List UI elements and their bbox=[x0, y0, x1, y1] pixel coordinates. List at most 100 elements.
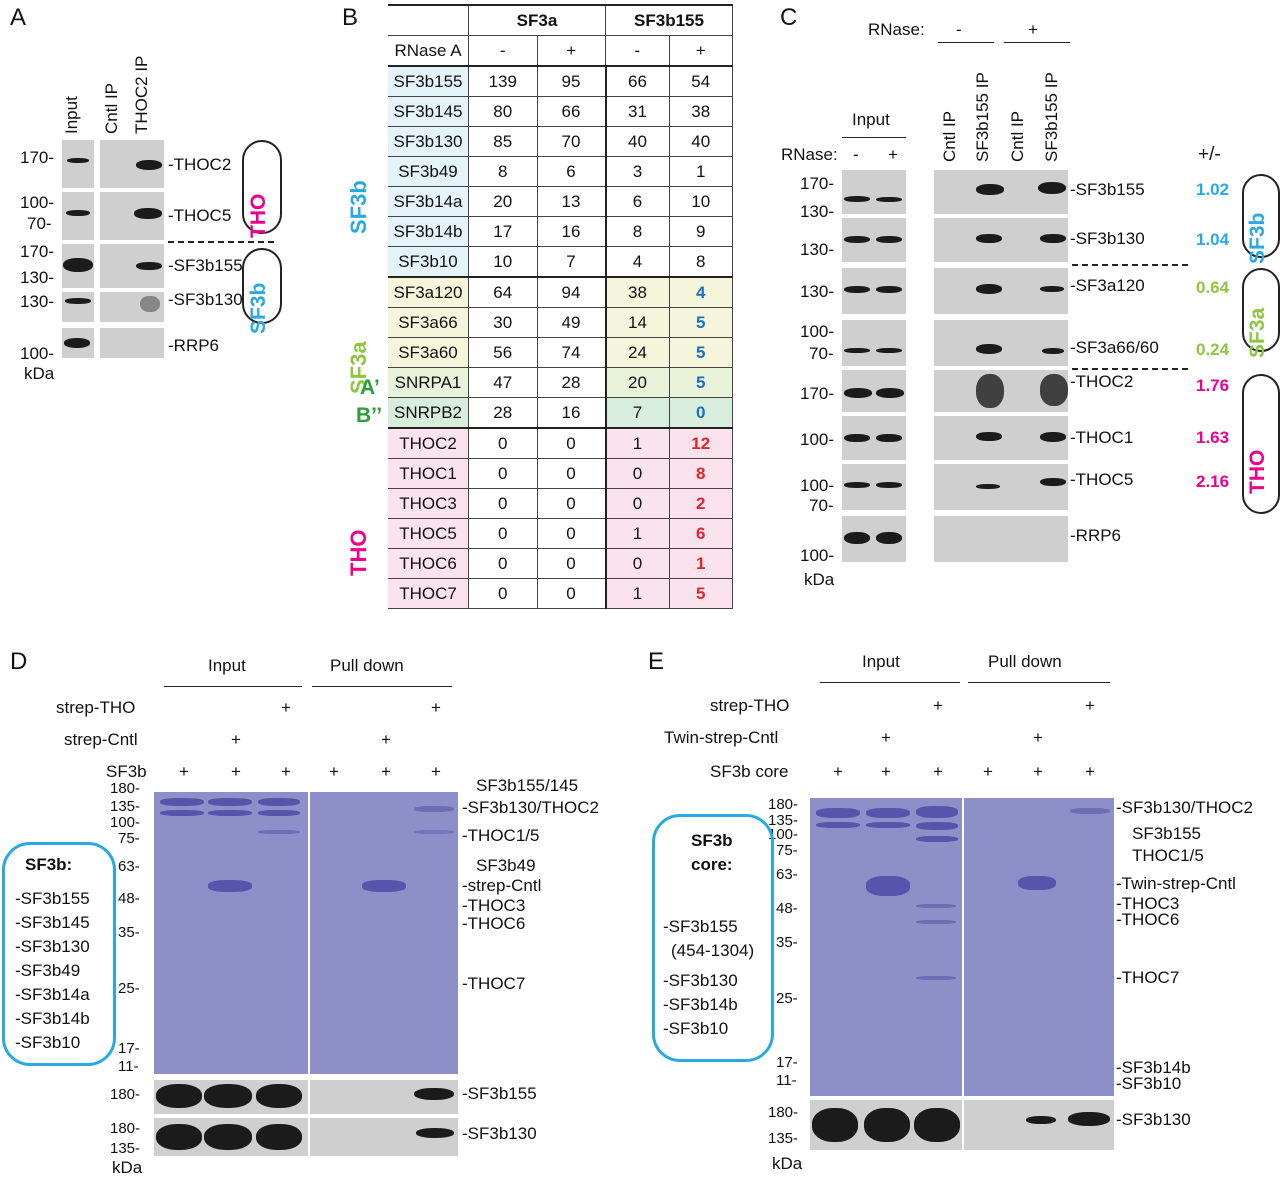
a-marker-100: 100- bbox=[20, 193, 55, 212]
ms-protein-name: SF3b10 bbox=[388, 246, 469, 278]
plus-mark: + bbox=[833, 762, 843, 781]
a-marker-130b: 130- bbox=[20, 292, 55, 311]
c-marker-100: 100- bbox=[800, 322, 835, 341]
c-marker-170: 170- bbox=[800, 174, 835, 193]
b-group-sf3b: SF3b bbox=[346, 180, 371, 234]
ms-value: 54 bbox=[668, 65, 733, 97]
ms-row: SF3a120 64 94 38 4 bbox=[388, 276, 733, 308]
a-sf3b-pill bbox=[242, 248, 282, 324]
e-band-thoc1-5: THOC1/5 bbox=[1132, 846, 1204, 865]
c-sf3a-label: SF3a bbox=[1246, 307, 1269, 358]
c-pm-label: +/- bbox=[1198, 144, 1221, 165]
ms-rnase-2: + bbox=[536, 35, 606, 67]
e-marker-180: 180- bbox=[768, 796, 799, 813]
ms-protein-name: SNRPB2 bbox=[388, 397, 469, 429]
ms-value: 8 bbox=[668, 458, 733, 489]
ms-value: 8 bbox=[668, 246, 733, 278]
e-marker-17: 17- bbox=[776, 1054, 798, 1071]
ms-value: 49 bbox=[536, 307, 606, 338]
d-box-item-6: -SF3b14b bbox=[15, 1009, 90, 1028]
d-marker-35: 35- bbox=[118, 924, 140, 941]
lane-cntl-ip: Cntl IP bbox=[102, 82, 121, 134]
d-gel-input bbox=[154, 792, 308, 1074]
ms-value: 0 bbox=[468, 488, 538, 519]
ms-value: 10 bbox=[668, 186, 733, 217]
e-marker-63: 63- bbox=[776, 866, 798, 883]
e-marker-75: 75- bbox=[776, 842, 798, 859]
d-marker-11: 11- bbox=[118, 1058, 139, 1075]
e-box-item-5: -SF3b10 bbox=[663, 1019, 729, 1038]
ms-row: THOC3 0 0 0 2 bbox=[388, 488, 733, 519]
d-header-input: Input bbox=[208, 656, 246, 675]
ms-value: 3 bbox=[604, 156, 670, 187]
ms-rnase-3: - bbox=[605, 35, 670, 67]
ms-value: 80 bbox=[468, 96, 538, 127]
ms-value: 20 bbox=[604, 367, 670, 398]
a-band-thoc5: -THOC5 bbox=[168, 206, 232, 225]
ms-value: 85 bbox=[468, 126, 538, 157]
ms-value: 7 bbox=[604, 397, 670, 429]
c-band-thoc1: -THOC1 bbox=[1070, 428, 1134, 447]
e-box-title-2: core: bbox=[691, 855, 733, 874]
ms-header-sf3b155: SF3b155 bbox=[605, 4, 733, 36]
a-marker-170b: 170- bbox=[20, 242, 55, 261]
ms-rnase-1: - bbox=[468, 35, 538, 67]
a-band-thoc2: -THOC2 bbox=[168, 155, 232, 174]
e-box-item-3: -SF3b130 bbox=[663, 971, 738, 990]
c-unit: kDa bbox=[804, 570, 835, 589]
ms-row: THOC6 0 0 0 1 bbox=[388, 548, 733, 579]
d-row-sf3b: SF3b bbox=[106, 762, 147, 781]
c-marker-70: 70- bbox=[809, 344, 834, 363]
ms-value: 94 bbox=[536, 276, 606, 308]
panel-a-letter: A bbox=[10, 4, 27, 31]
e-box-item-4: -SF3b14b bbox=[663, 995, 738, 1014]
e-band-sf3b155: SF3b155 bbox=[1132, 824, 1201, 843]
a-band-rrp6: -RRP6 bbox=[168, 336, 220, 355]
e-marker-25: 25- bbox=[776, 990, 798, 1007]
ms-protein-name: SF3a60 bbox=[388, 337, 469, 368]
c-rnase-label: RNase: bbox=[868, 20, 925, 39]
e-header-pulldown: Pull down bbox=[988, 652, 1062, 671]
plus-mark: + bbox=[983, 762, 993, 781]
ms-value: 1 bbox=[604, 578, 670, 609]
c-sf3b-label: SF3b bbox=[1246, 212, 1269, 264]
ms-value: 0 bbox=[468, 458, 538, 489]
ms-row: SF3b155 139 95 66 54 bbox=[388, 65, 733, 97]
ms-value: 16 bbox=[536, 216, 606, 247]
d-marker-17: 17- bbox=[118, 1040, 140, 1057]
plus-mark: + bbox=[381, 730, 391, 749]
d-box-item-4: -SF3b49 bbox=[15, 961, 81, 980]
e-box-title-1: SF3b bbox=[691, 831, 733, 850]
d-marker-63: 63- bbox=[118, 858, 140, 875]
c-marker-100c: 100- bbox=[800, 476, 835, 495]
ms-value: 0 bbox=[536, 488, 606, 519]
c-ratio-sf3a66: 0.24 bbox=[1196, 340, 1230, 359]
plus-mark: + bbox=[329, 762, 339, 781]
d-sf3b-box: SF3b: -SF3b155 -SF3b145 -SF3b130 -SF3b49… bbox=[2, 842, 116, 1066]
d-band-thoc6: -THOC6 bbox=[462, 914, 526, 933]
ms-row: SF3b145 80 66 31 38 bbox=[388, 96, 733, 127]
b-group-b: B’’ bbox=[356, 404, 383, 427]
c-band-sf3a66: -SF3a66/60 bbox=[1070, 338, 1159, 357]
e-marker-100: 100- bbox=[768, 826, 799, 843]
ms-value: 40 bbox=[668, 126, 733, 157]
c-marker-130c: 130- bbox=[800, 282, 835, 301]
e-blot-marker-180: 180- bbox=[768, 1104, 799, 1121]
ms-value: 5 bbox=[668, 578, 733, 609]
c-rnase-input-label: RNase: bbox=[781, 145, 838, 164]
ms-protein-name: SF3b130 bbox=[388, 126, 469, 157]
c-input-line bbox=[842, 137, 906, 138]
ms-value: 14 bbox=[604, 307, 670, 338]
ms-value: 0 bbox=[536, 548, 606, 579]
ms-value: 0 bbox=[536, 578, 606, 609]
c-lane-3: Cntl IP bbox=[1008, 110, 1027, 162]
c-ratio-sf3a120: 0.64 bbox=[1196, 278, 1230, 297]
ms-row: SF3b49 8 6 3 1 bbox=[388, 156, 733, 187]
ms-value: 30 bbox=[468, 307, 538, 338]
d-marker-135: 135- bbox=[110, 798, 141, 815]
d-marker-100: 100- bbox=[110, 814, 141, 831]
c-rnase-line1 bbox=[938, 42, 994, 43]
d-unit: kDa bbox=[112, 1158, 143, 1177]
ms-value: 66 bbox=[536, 96, 606, 127]
c-band-rrp6: -RRP6 bbox=[1070, 526, 1122, 545]
